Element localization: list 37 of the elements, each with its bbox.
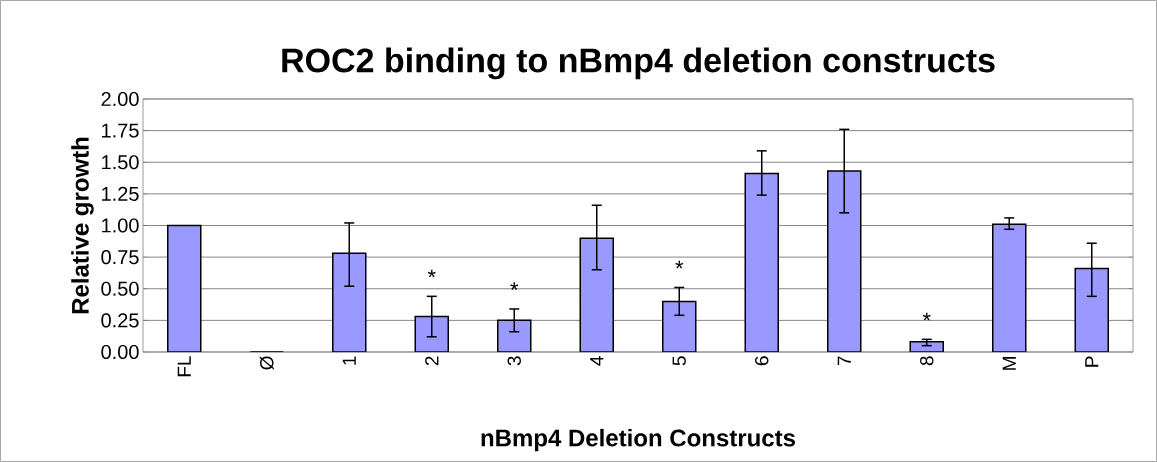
chart-title: ROC2 binding to nBmp4 deletion constructs <box>282 47 995 80</box>
y-tick-label: 0.75 <box>101 250 139 265</box>
x-tick-label: FL <box>177 356 191 377</box>
bar <box>579 237 614 352</box>
x-tick-label: 4 <box>590 356 604 366</box>
annotation: * <box>675 260 684 269</box>
y-tick-label: 1.25 <box>102 186 139 201</box>
x-tick-label: 8 <box>920 356 934 366</box>
x-tick-label: 6 <box>755 356 769 366</box>
bar <box>1074 267 1109 352</box>
bar <box>827 170 862 352</box>
x-tick-label: 3 <box>507 356 521 366</box>
x-tick-label: P <box>1085 356 1099 367</box>
y-tick-label: 1.00 <box>102 218 139 233</box>
x-tick-label: M <box>1002 357 1016 370</box>
bar <box>332 252 367 352</box>
bar <box>662 300 697 352</box>
y-tick-label: 1.50 <box>102 155 139 170</box>
annotation: * <box>922 312 931 321</box>
annotation: * <box>427 269 436 278</box>
bar <box>744 172 779 352</box>
y-tick-label: 0.00 <box>101 344 139 360</box>
y-tick-label: 1.75 <box>102 123 139 138</box>
y-tick-label: 0.50 <box>101 281 139 296</box>
x-tick-label: 7 <box>837 356 851 366</box>
y-tick-label: 2.00 <box>101 91 139 107</box>
bar <box>992 223 1027 352</box>
x-axis-title: nBmp4 Deletion Constructs <box>481 428 796 452</box>
x-tick-label: 1 <box>342 356 356 365</box>
annotation: * <box>510 282 519 291</box>
bar <box>167 224 202 352</box>
x-tick-label: 2 <box>425 356 439 366</box>
x-tick-label: Ø <box>259 356 274 370</box>
y-tick-label: 0.25 <box>101 313 139 328</box>
bar <box>497 319 532 352</box>
x-tick-label: 5 <box>672 356 686 366</box>
y-axis-title: Relative growth <box>71 137 94 314</box>
